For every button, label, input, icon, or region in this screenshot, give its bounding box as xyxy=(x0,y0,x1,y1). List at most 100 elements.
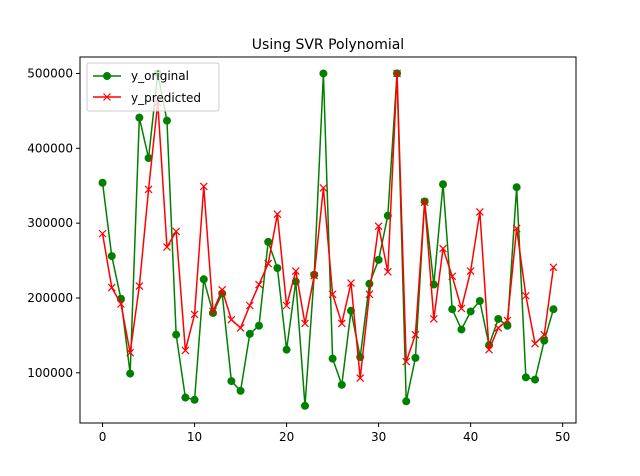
data-point-y_predicted xyxy=(411,330,420,339)
data-point-y_original xyxy=(172,330,181,339)
data-point-y_predicted xyxy=(135,282,144,290)
data-point-y_predicted xyxy=(236,324,245,332)
x-tick-label: 40 xyxy=(463,430,478,444)
data-point-y_predicted xyxy=(485,345,493,354)
data-point-y_predicted xyxy=(255,280,263,289)
data-point-y_original xyxy=(199,275,208,284)
data-point-y_original xyxy=(374,255,383,264)
data-point-y_predicted xyxy=(457,304,466,313)
data-point-y_predicted xyxy=(337,319,346,328)
data-point-y_original xyxy=(282,345,291,354)
data-point-y_original xyxy=(448,305,457,314)
data-point-y_predicted xyxy=(383,267,392,276)
data-point-y_predicted xyxy=(521,291,530,300)
data-point-y_original xyxy=(521,373,530,382)
data-point-y_predicted xyxy=(163,243,171,252)
y-tick-label: 500000 xyxy=(27,66,73,80)
data-point-y_original xyxy=(245,329,254,338)
data-point-y_predicted xyxy=(494,324,503,332)
data-point-y_original xyxy=(181,393,190,402)
data-point-y_predicted xyxy=(328,290,337,299)
data-point-y_original xyxy=(411,353,420,362)
data-point-y_original xyxy=(457,325,466,334)
x-axis: 0 10 20 30 40 50 xyxy=(99,423,570,444)
data-point-y_original xyxy=(227,377,236,386)
data-point-y_original xyxy=(135,113,144,122)
legend-label-predicted: y_predicted xyxy=(131,91,201,105)
data-point-y_predicted xyxy=(273,210,282,219)
data-point-y_predicted xyxy=(264,259,273,268)
series-line-y_predicted xyxy=(101,72,555,379)
chart-title: Using SVR Polynomial xyxy=(252,37,404,53)
data-point-y_predicted xyxy=(301,319,309,328)
legend-label-original: y_original xyxy=(131,69,189,83)
y-tick-label: 100000 xyxy=(27,366,73,380)
x-tick-label: 30 xyxy=(371,430,386,444)
data-point-y_original xyxy=(337,380,346,389)
data-point-y_predicted xyxy=(393,69,401,78)
x-tick-label: 50 xyxy=(555,430,570,444)
data-point-y_predicted xyxy=(475,208,484,216)
data-point-y_original xyxy=(466,307,475,316)
data-point-y_predicted xyxy=(227,315,236,324)
data-point-y_predicted xyxy=(503,316,512,325)
data-point-y_original xyxy=(162,116,171,125)
y-tick-label: 200000 xyxy=(27,291,73,305)
data-point-y_original xyxy=(236,386,245,395)
data-point-y_original xyxy=(319,69,328,78)
data-point-y_predicted xyxy=(218,285,227,294)
data-point-y_original xyxy=(264,237,273,246)
data-point-y_original xyxy=(190,395,199,404)
y-tick-label: 300000 xyxy=(27,216,73,230)
data-point-y_predicted xyxy=(190,310,199,319)
data-point-y_original xyxy=(107,252,116,261)
data-point-y_predicted xyxy=(291,267,300,275)
y-axis: 100000 200000 300000 400000 500000 xyxy=(27,66,80,380)
data-point-y_predicted xyxy=(98,229,107,238)
data-point-y_predicted xyxy=(209,307,217,316)
data-point-y_original xyxy=(503,321,512,330)
data-point-y_original xyxy=(144,154,153,163)
legend: y_original y_predicted xyxy=(86,62,220,112)
data-point-y_original xyxy=(365,279,374,288)
data-point-y_predicted xyxy=(512,224,521,233)
data-point-y_predicted xyxy=(144,185,153,194)
data-point-y_predicted xyxy=(531,339,539,348)
data-point-y_predicted xyxy=(439,244,447,253)
data-point-y_original xyxy=(549,305,558,314)
plot-frame xyxy=(79,56,577,424)
data-point-y_original xyxy=(531,375,540,384)
data-point-y_original xyxy=(475,297,484,305)
data-point-y_predicted xyxy=(199,182,208,191)
data-point-y_predicted xyxy=(310,271,319,280)
data-point-y_predicted xyxy=(347,279,355,287)
data-point-y_original xyxy=(98,178,107,187)
data-point-y_predicted xyxy=(107,283,116,292)
y-tick-label: 400000 xyxy=(27,141,73,155)
data-point-y_predicted xyxy=(466,267,475,275)
data-point-y_predicted xyxy=(245,301,254,310)
data-point-y_original xyxy=(494,314,503,323)
data-point-y_original xyxy=(512,183,521,192)
data-point-y_predicted xyxy=(181,346,190,355)
legend-marker-original xyxy=(103,72,111,80)
data-point-y_predicted xyxy=(402,357,411,366)
data-point-y_predicted xyxy=(374,222,383,231)
legend-marker-predicted xyxy=(103,93,111,101)
data-point-y_predicted xyxy=(420,198,429,207)
x-tick-label: 20 xyxy=(279,430,294,444)
data-point-y_original xyxy=(439,180,448,189)
data-point-y_predicted xyxy=(429,315,438,323)
data-point-y_predicted xyxy=(365,290,374,299)
series-layer xyxy=(98,69,558,410)
data-point-y_original xyxy=(208,308,217,317)
x-tick-label: 0 xyxy=(99,430,107,444)
data-point-y_predicted xyxy=(126,348,135,357)
data-point-y_original xyxy=(273,264,282,273)
legend-box xyxy=(86,62,220,112)
data-point-y_predicted xyxy=(356,374,365,383)
data-point-y_original xyxy=(126,369,135,378)
data-point-y_predicted xyxy=(117,300,125,308)
data-point-y_predicted xyxy=(172,227,181,236)
